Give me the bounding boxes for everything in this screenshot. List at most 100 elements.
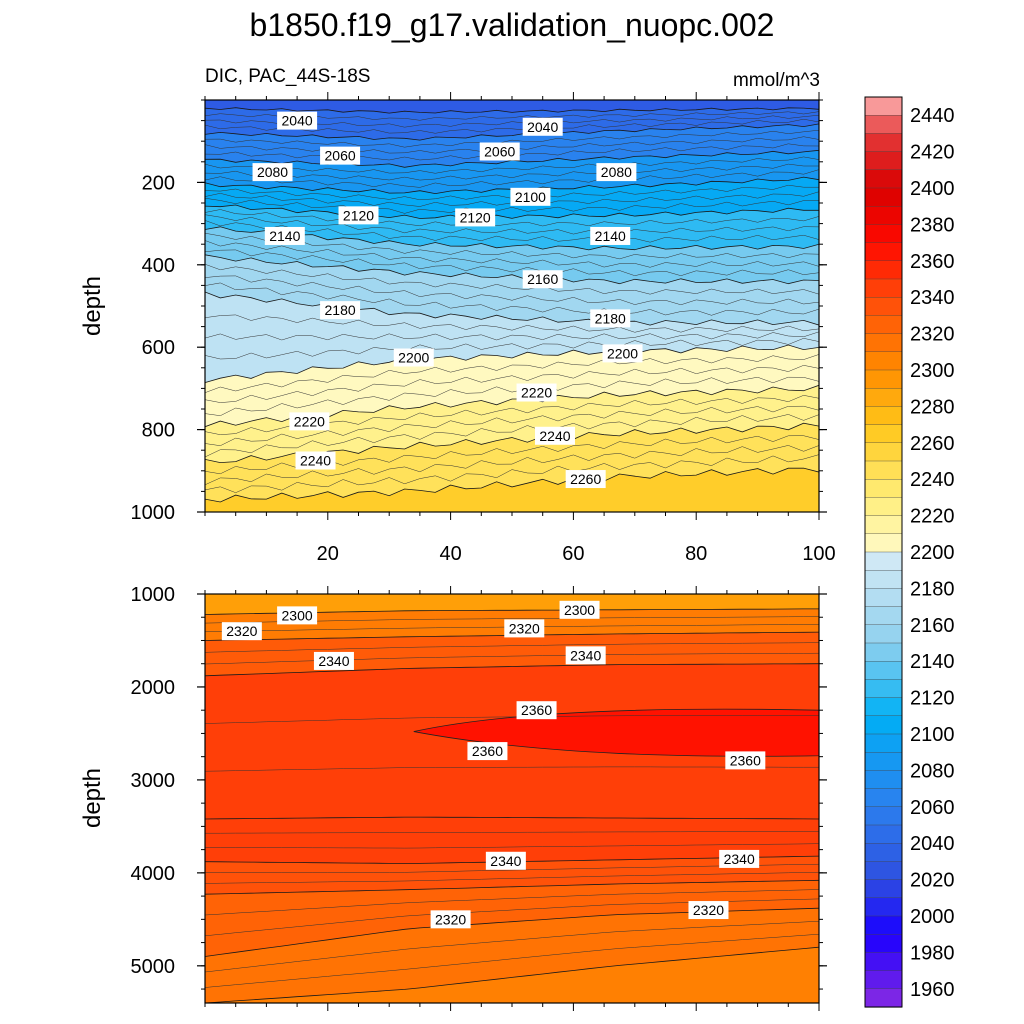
contour-label-text: 2140 <box>595 228 626 244</box>
colorbar-segment <box>864 879 903 899</box>
contour-line-minor <box>205 642 819 653</box>
colorbar-tick-label: 2000 <box>910 906 955 928</box>
colorbar-tick-label: 2260 <box>910 433 955 455</box>
contour-label-text: 2320 <box>509 620 540 636</box>
contour-label-box <box>596 163 637 182</box>
contour-line-minor <box>205 414 819 458</box>
contour-line <box>205 107 819 114</box>
colorbar-segment <box>864 224 903 244</box>
contour-label-text: 2240 <box>300 453 331 469</box>
contour-label: 2240 <box>295 451 336 470</box>
colorbar-segment <box>864 260 903 280</box>
contour-line-minor <box>205 445 819 486</box>
contour-label-box <box>688 901 729 920</box>
contour-line-minor <box>205 282 819 316</box>
contour-line-minor <box>205 249 819 276</box>
contour-label-box <box>479 142 520 161</box>
contour-line-minor <box>205 766 819 772</box>
contour-label-text: 2200 <box>398 350 429 366</box>
contour-label-box <box>590 226 631 245</box>
colorbar-tick-label: 2420 <box>910 142 955 164</box>
colorbar-tick-label: 2380 <box>910 214 955 236</box>
colorbar-tick-label: 2200 <box>910 542 955 564</box>
colorbar-segment <box>864 460 903 480</box>
contour-label: 2340 <box>313 651 354 670</box>
contour-label-text: 2340 <box>724 851 755 867</box>
contour-label-text: 2100 <box>515 189 546 205</box>
contour-line <box>205 344 819 383</box>
colorbar-tick-label: 2080 <box>910 760 955 782</box>
contour-label: 2180 <box>320 301 361 320</box>
y-tick-label: 600 <box>142 337 175 359</box>
contour-label: 2200 <box>602 344 643 363</box>
contour-label-box <box>565 470 606 489</box>
colorbar-segment <box>864 843 903 863</box>
contour-label-box <box>320 301 361 320</box>
contour-label-text: 2060 <box>484 144 515 160</box>
contour-label-text: 2340 <box>318 653 349 669</box>
contour-label: 2360 <box>725 751 766 770</box>
contour-label-text: 2180 <box>595 310 626 326</box>
contour-line-minor <box>205 933 819 988</box>
contour-line-minor <box>205 331 819 341</box>
contour-label: 2340 <box>485 851 526 870</box>
colorbar-segment <box>864 551 903 571</box>
contour-line-minor <box>205 715 819 724</box>
contour-line <box>205 816 819 820</box>
colorbar-segment <box>864 697 903 717</box>
colorbar-tick-label: 2340 <box>910 287 955 309</box>
contour-label-box <box>264 226 305 245</box>
contour-line-minor <box>205 376 819 416</box>
contour-line-minor <box>205 118 819 134</box>
x-tick-label: 20 <box>317 543 339 565</box>
contour-line-minor <box>205 843 819 849</box>
contour-label-box <box>455 208 496 227</box>
colorbar-segment <box>864 679 903 699</box>
contour-line <box>205 467 819 503</box>
contour-line-minor <box>205 163 819 181</box>
contour-label-text: 2340 <box>490 853 521 869</box>
contour-label: 2320 <box>430 910 471 929</box>
colorbar-tick-label: 2320 <box>910 324 955 346</box>
contour-label-text: 2220 <box>294 413 325 429</box>
colorbar-segment <box>864 806 903 826</box>
contour-label-text: 2260 <box>570 471 601 487</box>
contour-label: 2100 <box>510 187 551 206</box>
colorbar-tick-label: 2140 <box>910 651 955 673</box>
y-tick-label: 3000 <box>131 770 176 792</box>
contour-label-text: 2300 <box>282 607 313 623</box>
lower-panel: 2300 2300 2320 2320 2340 2340 2360 2360 2360 2340… <box>79 584 827 1011</box>
contour-line-minor <box>205 129 819 148</box>
contour-fill-band <box>205 947 819 1003</box>
variable-label: DIC, PAC_44S-18S <box>205 66 370 87</box>
colorbar-segment <box>864 733 903 753</box>
contour-label: 2040 <box>522 117 563 136</box>
colorbar-segment <box>864 187 903 207</box>
contour-line-minor <box>205 169 819 188</box>
colorbar-segment <box>864 624 903 644</box>
contour-line <box>205 204 819 220</box>
contour-label-text: 2040 <box>282 113 313 129</box>
contour-line-minor <box>205 920 819 973</box>
contour-label: 2040 <box>277 111 318 130</box>
units-label: mmol/m^3 <box>733 70 820 91</box>
colorbar-segment <box>864 970 903 990</box>
contour-label: 2300 <box>277 606 318 625</box>
colorbar-segment <box>864 242 903 262</box>
contour-label: 2120 <box>338 206 379 225</box>
colorbar-segment <box>864 96 903 116</box>
contour-line <box>205 254 819 285</box>
contour-line-minor <box>205 365 819 403</box>
upper-contour-labels: 2040 2040 2060 2060 2080 2080 2100 2120 2120 2140… <box>252 111 643 489</box>
colorbar-tick-label: 2020 <box>910 870 955 892</box>
colorbar-tick-label: 1960 <box>910 979 955 1001</box>
contour-label-box <box>534 426 575 445</box>
x-tick-label: 100 <box>802 543 835 565</box>
colorbar-segment <box>864 315 903 335</box>
contour-fill-band <box>205 468 819 512</box>
colorbar-segment <box>864 515 903 535</box>
colorbar-segment <box>864 333 903 353</box>
contour-line-minor <box>205 354 819 393</box>
colorbar-segment <box>864 915 903 935</box>
